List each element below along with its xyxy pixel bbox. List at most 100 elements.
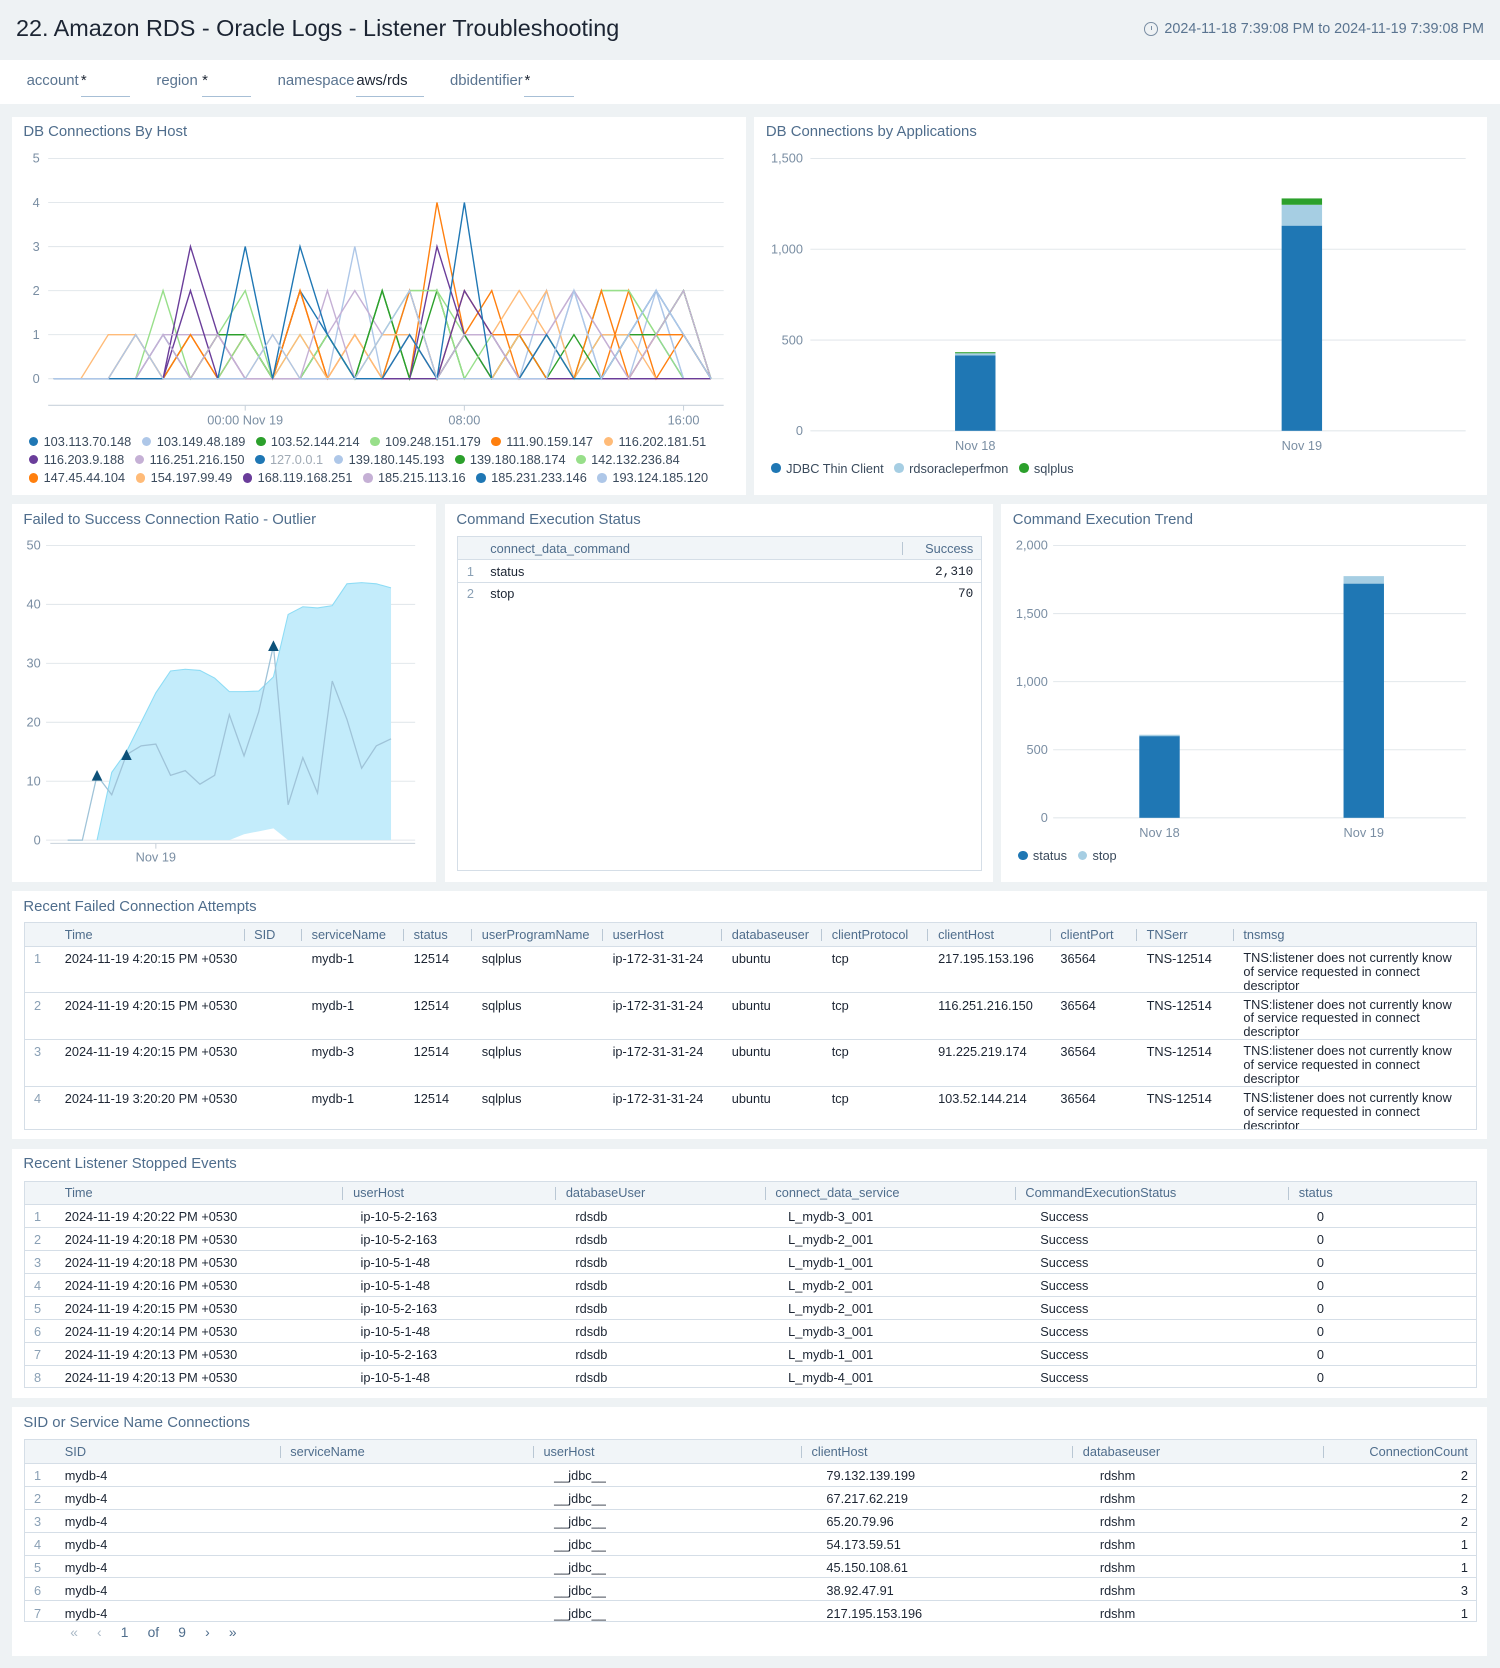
bar-segment[interactable] bbox=[1281, 204, 1323, 226]
ratio-line[interactable] bbox=[67, 645, 391, 842]
column-header-servicename[interactable]: serviceName bbox=[300, 923, 404, 947]
table-row[interactable]: 5 2024-11-19 4:20:15 PM +0530 ip-10-5-2-16… bbox=[25, 1296, 1477, 1320]
y-tick-label: 500 bbox=[1027, 742, 1048, 757]
legend-item[interactable]: 103.149.48.189 bbox=[141, 434, 245, 449]
legend-item[interactable]: stop bbox=[1077, 848, 1117, 863]
legend-item[interactable]: 139.180.188.174 bbox=[454, 452, 566, 467]
bar-segment[interactable] bbox=[1343, 576, 1384, 584]
col-connect-data-command[interactable]: connect_data_command bbox=[481, 537, 902, 560]
table-row[interactable]: 2 2024-11-19 4:20:15 PM +0530 mydb-1 12514 s… bbox=[25, 992, 1477, 1040]
filter-region-input[interactable]: * bbox=[202, 73, 252, 97]
table-row[interactable]: 7 mydb-4 __jdbc__ 217.195.153.196 rdshm 1 bbox=[25, 1600, 1477, 1622]
legend-item[interactable]: 127.0.0.1 bbox=[255, 452, 323, 467]
legend-item[interactable]: 185.215.113.16 bbox=[363, 470, 466, 485]
table-row[interactable]: 1 status 2,310 bbox=[458, 559, 981, 583]
table-row[interactable]: 7 2024-11-19 4:20:13 PM +0530 ip-10-5-2-16… bbox=[25, 1341, 1477, 1366]
legend-item[interactable]: status bbox=[1018, 848, 1067, 863]
column-header-databaseuser[interactable]: databaseuser bbox=[1072, 1440, 1324, 1464]
table-row[interactable]: 4 mydb-4 __jdbc__ 54.173.59.51 rdshm 1 bbox=[25, 1531, 1477, 1556]
series-line[interactable] bbox=[53, 246, 711, 381]
column-header-userhost[interactable]: userHost bbox=[532, 1440, 801, 1464]
column-header-sid[interactable]: SID bbox=[243, 923, 301, 947]
column-header-tnsmsg[interactable]: tnsmsg bbox=[1232, 923, 1477, 947]
legend-item[interactable]: rdsoracleperfmon bbox=[894, 461, 1008, 476]
legend-item[interactable]: 139.180.145.193 bbox=[333, 452, 444, 467]
table-row[interactable]: 1 mydb-4 __jdbc__ 79.132.139.199 rdshm 2 bbox=[25, 1462, 1477, 1487]
legend-item[interactable]: 116.202.181.51 bbox=[603, 434, 706, 449]
outlier-marker-icon[interactable] bbox=[267, 640, 279, 652]
bar-segment[interactable] bbox=[1343, 583, 1384, 819]
table-row[interactable]: 2 mydb-4 __jdbc__ 67.217.62.219 rdshm 2 bbox=[25, 1485, 1477, 1510]
table-row[interactable]: 5 mydb-4 __jdbc__ 45.150.108.61 rdshm 1 bbox=[25, 1554, 1477, 1578]
column-header-time[interactable]: Time bbox=[54, 1181, 343, 1205]
filter-dbidentifier-input[interactable]: * bbox=[524, 73, 575, 97]
table-row[interactable]: 4 2024-11-19 3:20:20 PM +0530 mydb-1 12514 s… bbox=[25, 1085, 1477, 1129]
table-row[interactable]: 3 mydb-4 __jdbc__ 65.20.79.96 rdshm 2 bbox=[25, 1508, 1477, 1533]
cell-clienthost: 91.225.219.174 bbox=[927, 1039, 1050, 1087]
column-header-databaseuser[interactable]: databaseUser bbox=[555, 1181, 765, 1205]
column-header-clientport[interactable]: clientPort bbox=[1049, 923, 1136, 947]
legend-item[interactable]: 147.45.44.104 bbox=[28, 470, 125, 485]
last-page-button[interactable]: » bbox=[228, 1624, 237, 1641]
legend-item[interactable]: JDBC Thin Client bbox=[771, 461, 884, 476]
col-success[interactable]: Success bbox=[901, 537, 981, 560]
table-row[interactable]: 6 2024-11-19 4:20:14 PM +0530 ip-10-5-1-48… bbox=[25, 1318, 1477, 1343]
outlier-marker-icon[interactable] bbox=[91, 770, 103, 781]
table-row[interactable]: 4 2024-11-19 4:20:16 PM +0530 ip-10-5-1-48… bbox=[25, 1273, 1477, 1297]
legend-item[interactable]: 142.132.236.84 bbox=[576, 452, 680, 467]
filter-account-input[interactable]: * bbox=[80, 73, 130, 97]
cell-time: 2024-11-19 3:20:20 PM +0530 bbox=[54, 1085, 244, 1129]
table-row[interactable]: 1 2024-11-19 4:20:22 PM +0530 ip-10-5-2-16… bbox=[25, 1204, 1477, 1228]
column-header-databaseuser[interactable]: databaseuser bbox=[721, 923, 822, 947]
bar-segment[interactable] bbox=[1139, 734, 1180, 737]
legend-item[interactable]: 185.231.233.146 bbox=[476, 470, 587, 485]
table-row[interactable]: 8 2024-11-19 4:20:13 PM +0530 ip-10-5-1-48… bbox=[25, 1364, 1477, 1388]
legend-item[interactable]: 116.251.216.150 bbox=[134, 452, 244, 467]
column-header-clientprotocol[interactable]: clientProtocol bbox=[821, 923, 928, 947]
column-header-userhost[interactable]: userHost bbox=[342, 1181, 556, 1205]
legend-item[interactable]: 103.52.144.214 bbox=[256, 434, 360, 449]
legend-item[interactable]: 154.197.99.49 bbox=[135, 470, 232, 485]
legend-item[interactable]: 109.248.151.179 bbox=[370, 434, 481, 449]
column-header-sid[interactable]: SID bbox=[54, 1440, 280, 1464]
column-header-clienthost[interactable]: clientHost bbox=[800, 1440, 1073, 1464]
bar-segment[interactable] bbox=[1281, 198, 1323, 205]
filter-namespace-input[interactable]: aws/rds bbox=[356, 73, 425, 97]
prev-page-button[interactable]: ‹ bbox=[97, 1624, 102, 1641]
column-header-tnserr[interactable]: TNSerr bbox=[1135, 923, 1233, 947]
legend-item[interactable]: 193.124.185.120 bbox=[597, 470, 708, 485]
table-row[interactable]: 2 stop 70 bbox=[458, 581, 981, 605]
bar-segment[interactable] bbox=[955, 352, 996, 354]
table-row[interactable]: 2 2024-11-19 4:20:18 PM +0530 ip-10-5-2-16… bbox=[25, 1227, 1477, 1251]
next-page-button[interactable]: › bbox=[205, 1624, 210, 1641]
series-line[interactable] bbox=[53, 288, 712, 381]
table-row[interactable]: 1 2024-11-19 4:20:15 PM +0530 mydb-1 12514 s… bbox=[25, 945, 1477, 993]
legend-item[interactable]: sqlplus bbox=[1019, 461, 1074, 476]
column-header-status[interactable]: status bbox=[403, 923, 472, 947]
column-header-userprogramname[interactable]: userProgramName bbox=[471, 923, 602, 947]
table-row[interactable]: 3 2024-11-19 4:20:18 PM +0530 ip-10-5-1-48… bbox=[25, 1250, 1477, 1274]
bar-segment[interactable] bbox=[955, 353, 996, 356]
column-header-commandexecutionstatus[interactable]: CommandExecutionStatus bbox=[1014, 1181, 1289, 1205]
legend-item[interactable]: 168.119.168.251 bbox=[242, 470, 352, 485]
table-row[interactable]: 3 2024-11-19 4:20:15 PM +0530 mydb-3 12514 s… bbox=[25, 1039, 1477, 1087]
current-page[interactable]: 1 bbox=[120, 1624, 129, 1641]
legend-item[interactable]: 103.113.70.148 bbox=[28, 434, 131, 449]
column-header-clienthost[interactable]: clientHost bbox=[927, 923, 1050, 947]
column-header-userhost[interactable]: userHost bbox=[601, 923, 722, 947]
outlier-marker-icon[interactable] bbox=[120, 749, 132, 761]
table-row[interactable]: 6 mydb-4 __jdbc__ 38.92.47.91 rdshm 3 bbox=[25, 1577, 1477, 1601]
column-header-status[interactable]: status bbox=[1288, 1181, 1477, 1205]
column-header-connectioncount[interactable]: ConnectionCount bbox=[1323, 1440, 1477, 1464]
column-header-servicename[interactable]: serviceName bbox=[279, 1440, 533, 1464]
series-line[interactable] bbox=[53, 243, 711, 380]
time-range[interactable]: 2024-11-18 7:39:08 PM to 2024-11-19 7:39… bbox=[1144, 21, 1484, 37]
column-header-time[interactable]: Time bbox=[54, 923, 244, 947]
legend-item[interactable]: 116.203.9.188 bbox=[28, 452, 124, 467]
bar-segment[interactable] bbox=[955, 355, 996, 431]
bar-segment[interactable] bbox=[1281, 225, 1323, 431]
column-header-connect_data_service[interactable]: connect_data_service bbox=[764, 1181, 1015, 1205]
bar-segment[interactable] bbox=[1139, 736, 1180, 819]
first-page-button[interactable]: « bbox=[70, 1624, 78, 1641]
legend-item[interactable]: 111.90.159.147 bbox=[491, 434, 593, 449]
